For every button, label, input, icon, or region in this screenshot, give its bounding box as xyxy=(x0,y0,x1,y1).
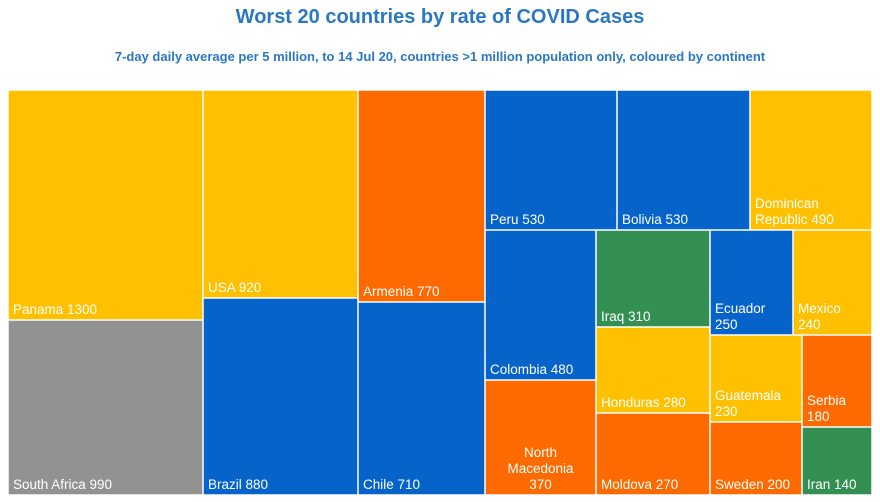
tile-label: Mexico 240 xyxy=(798,301,841,332)
tile-armenia: Armenia 770 xyxy=(358,90,485,302)
tile-rect xyxy=(793,230,872,335)
tile-label-line: Sweden 200 xyxy=(715,477,790,492)
tile-label: South Africa 990 xyxy=(13,477,112,492)
tile-label-line: Mexico xyxy=(798,301,841,316)
tile-rect xyxy=(8,90,203,320)
tile-label: Dominican Republic 490 xyxy=(755,196,834,227)
tile-rect xyxy=(802,335,872,427)
tile-rect xyxy=(203,298,358,495)
tile-rect xyxy=(358,302,485,495)
tile-serbia: Serbia 180 xyxy=(802,335,872,427)
tile-rect xyxy=(710,335,802,422)
tile-label-line: Peru 530 xyxy=(490,212,545,227)
tile-chile: Chile 710 xyxy=(358,302,485,495)
tile-rect xyxy=(596,327,710,413)
tile-mexico: Mexico 240 xyxy=(793,230,872,335)
tile-label-line: Guatemala xyxy=(715,388,782,403)
tile-label-line: Iran 140 xyxy=(807,477,857,492)
tile-label: Peru 530 xyxy=(490,212,545,227)
tile-ecuador: Ecuador 250 xyxy=(710,230,793,335)
tile-label: Colombia 480 xyxy=(490,362,573,377)
tile-label: Chile 710 xyxy=(363,477,420,492)
tile-rect xyxy=(485,380,596,495)
tile-rect xyxy=(710,422,802,495)
tile-label: Ecuador 250 xyxy=(715,301,766,332)
tile-label-line: North xyxy=(524,445,557,460)
tile-label-line: Serbia xyxy=(807,393,847,408)
tile-rect xyxy=(617,90,750,230)
tile-label-line: Colombia 480 xyxy=(490,362,573,377)
tile-honduras: Honduras 280 xyxy=(596,327,710,413)
tile-moldova: Moldova 270 xyxy=(596,413,710,495)
tile-peru: Peru 530 xyxy=(485,90,617,230)
tile-iran: Iran 140 xyxy=(802,427,872,495)
tile-label: North Macedonia 370 xyxy=(507,445,574,492)
tile-label-line: Bolivia 530 xyxy=(622,212,688,227)
tile-label: Iran 140 xyxy=(807,477,857,492)
tile-colombia: Colombia 480 xyxy=(485,230,596,380)
tile-label: Brazil 880 xyxy=(208,477,268,492)
tile-rect xyxy=(203,90,358,298)
tile-iraq: Iraq 310 xyxy=(596,230,710,327)
tile-rect xyxy=(8,320,203,495)
tile-label: Serbia 180 xyxy=(807,393,847,424)
chart-title: Worst 20 countries by rate of COVID Case… xyxy=(235,6,645,28)
tile-brazil: Brazil 880 xyxy=(203,298,358,495)
tile-label: Armenia 770 xyxy=(363,284,440,299)
tile-label-line: Brazil 880 xyxy=(208,477,268,492)
tile-label-line: South Africa 990 xyxy=(13,477,112,492)
tile-panama: Panama 1300 xyxy=(8,90,203,320)
tile-label-line: Armenia 770 xyxy=(363,284,440,299)
chart-subtitle: 7-day daily average per 5 million, to 14… xyxy=(114,49,766,64)
tile-label-line: Republic 490 xyxy=(755,212,834,227)
tile-rect xyxy=(485,230,596,380)
tile-guatemala: Guatemala 230 xyxy=(710,335,802,422)
tile-label-line: 230 xyxy=(715,404,738,419)
tile-north-macedonia: North Macedonia 370 xyxy=(485,380,596,495)
tile-label-line: 240 xyxy=(798,317,821,332)
tile-label-line: 180 xyxy=(807,409,830,424)
tile-label: Panama 1300 xyxy=(13,302,97,317)
tile-label-line: Ecuador xyxy=(715,301,766,316)
tile-label-line: 250 xyxy=(715,317,738,332)
tile-rect xyxy=(750,90,872,230)
tile-label-line: Honduras 280 xyxy=(601,395,686,410)
tile-label: Bolivia 530 xyxy=(622,212,688,227)
tile-label: Guatemala 230 xyxy=(715,388,782,419)
tile-label: Honduras 280 xyxy=(601,395,686,410)
tile-rect xyxy=(710,230,793,335)
tile-rect xyxy=(596,230,710,327)
tile-label: Moldova 270 xyxy=(601,477,678,492)
tile-dominican-republic: Dominican Republic 490 xyxy=(750,90,872,230)
tile-label-line: Dominican xyxy=(755,196,819,211)
tile-usa: USA 920 xyxy=(203,90,358,298)
tile-rect xyxy=(358,90,485,302)
tile-rect xyxy=(485,90,617,230)
tile-label-line: Moldova 270 xyxy=(601,477,678,492)
tile-label-line: 370 xyxy=(529,477,552,492)
tile-label-line: Macedonia xyxy=(507,461,574,476)
tile-label: Iraq 310 xyxy=(601,309,651,324)
tile-label: USA 920 xyxy=(208,280,261,295)
tile-sweden: Sweden 200 xyxy=(710,422,802,495)
tile-label-line: Chile 710 xyxy=(363,477,420,492)
tile-label-line: USA 920 xyxy=(208,280,261,295)
tile-rect xyxy=(596,413,710,495)
tile-label-line: Iraq 310 xyxy=(601,309,651,324)
tile-south-africa: South Africa 990 xyxy=(8,320,203,495)
tile-rect xyxy=(802,427,872,495)
tile-bolivia: Bolivia 530 xyxy=(617,90,750,230)
tile-label: Sweden 200 xyxy=(715,477,790,492)
tile-label-line: Panama 1300 xyxy=(13,302,97,317)
